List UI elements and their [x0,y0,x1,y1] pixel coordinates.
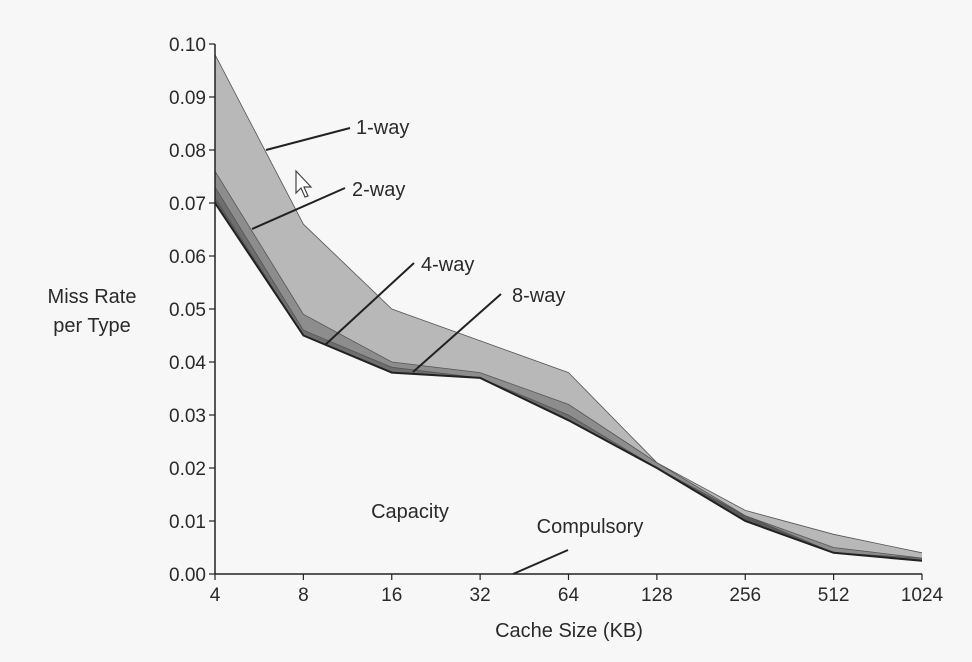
x-tick-label: 1024 [901,585,944,606]
y-tick-label: 0.02 [169,459,206,480]
annotation-label-4-way: 4-way [421,254,474,276]
annotation-label-compulsory: Compulsory [537,516,644,538]
series-line-1-way [214,54,923,554]
annotation-leader-line [412,293,502,373]
annotation-label-capacity: Capacity [371,501,449,523]
x-tick-label: 64 [558,585,580,606]
y-tick-label: 0.08 [169,141,206,162]
chart-ticks: 0.00 0.01 0.02 0.03 0.04 0.05 0.06 0.07 0.08 0.09… [169,35,944,606]
y-tick-label: 0.09 [169,88,206,109]
y-axis-title-line-1: Miss Rate [47,286,137,308]
series-line-2-way [214,170,923,559]
y-tick-label: 0.06 [169,247,206,268]
annotation-label-1-way: 1-way [356,117,409,139]
band-2way [215,171,922,559]
y-tick-label: 0.05 [169,300,206,321]
annotation-leader-line [324,262,415,346]
mouse-pointer-icon [295,169,313,198]
y-tick-label: 0.00 [169,565,206,586]
x-tick-label: 256 [729,585,761,606]
x-axis-title: Cache Size (KB) [495,620,643,642]
x-tick-label: 512 [818,585,850,606]
x-tick-label: 32 [470,585,491,606]
y-tick-label: 0.07 [169,194,206,215]
y-tick-label: 0.03 [169,406,206,427]
y-tick-label: 0.10 [169,35,206,56]
annotation-label-2-way: 2-way [352,179,405,201]
x-tick-label: 4 [210,585,221,606]
y-tick-label: 0.04 [169,353,206,374]
x-tick-label: 16 [381,585,402,606]
x-tick-label: 8 [298,585,309,606]
miss-rate-bands [214,54,923,562]
annotation-leader-line [512,549,569,575]
annotation-label-8-way: 8-way [512,285,565,307]
y-tick-label: 0.01 [169,512,206,533]
annotation-leader-line [265,127,351,151]
chart-annotations: 1-way 2-way 4-way 8-way Capacity Compulsory [251,117,644,575]
y-axis-title-line-2: per Type [53,315,131,337]
annotation-leader-line [251,187,346,230]
band-1way [215,54,922,559]
y-axis-title: Miss Rate per Type [22,283,162,341]
series-line-capacity [214,202,923,562]
x-tick-label: 128 [641,585,673,606]
